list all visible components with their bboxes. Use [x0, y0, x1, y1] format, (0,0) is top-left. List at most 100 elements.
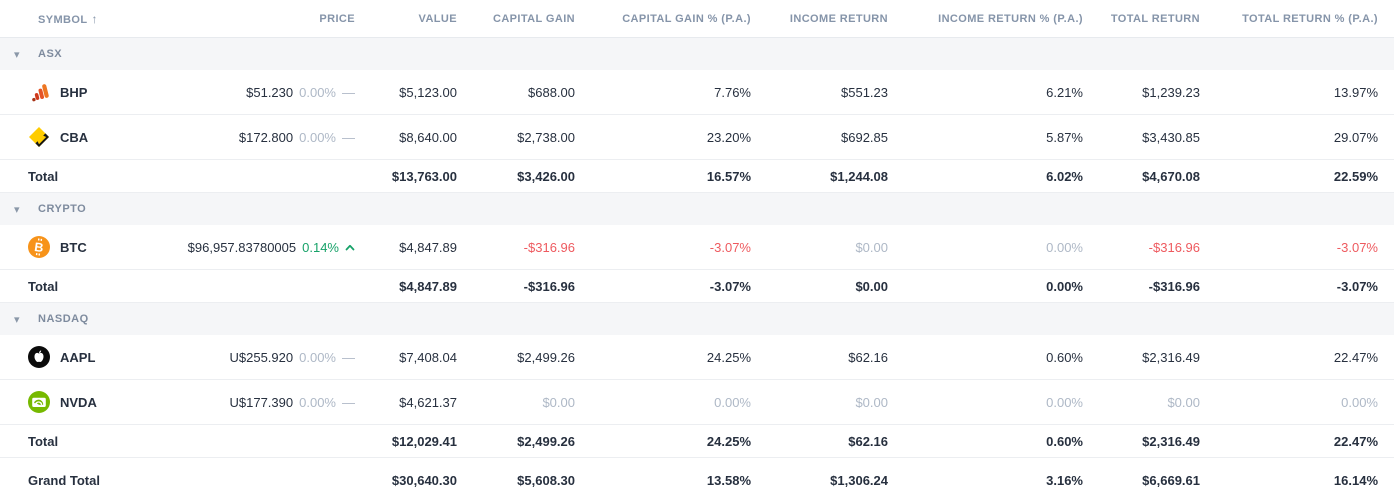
symbol-cell: B BTC — [0, 236, 150, 258]
holding-row-bhp[interactable]: BHP $51.230 0.00% — $5,123.00 $688.00 7.76% $55… — [0, 70, 1394, 115]
value-cell: $551.23 — [841, 84, 888, 100]
value-cell: 0.60% — [1046, 349, 1083, 365]
column-header-label: VALUE — [418, 12, 457, 25]
value-cell: $5,608.30 — [517, 473, 575, 488]
collapse-chevron-icon[interactable]: ▾ — [14, 313, 20, 326]
value-cell: -$316.96 — [1148, 239, 1200, 255]
holding-row-aapl[interactable]: AAPL U$255.920 0.00% — $7,408.04 $2,499.26 24.… — [0, 335, 1394, 380]
value-cell: 22.47% — [1333, 349, 1378, 365]
section-header-nasdaq: ▾ NASDAQ — [0, 303, 1394, 335]
column-header-capital-gain[interactable]: CAPITAL GAIN — [457, 13, 575, 25]
value-cell: 16.14% — [1333, 473, 1378, 488]
section-name-label: ASX — [38, 48, 63, 60]
price-cell: U$255.920 0.00% — — [150, 349, 356, 365]
column-header-income-return[interactable]: INCOME RETURN — [751, 13, 888, 25]
price-cell: $51.230 0.00% — — [150, 85, 355, 100]
value-cell: $1,244.08 — [830, 168, 888, 184]
total-label: Total — [28, 278, 59, 294]
price-change: 0.00% — [299, 84, 336, 100]
value-cell: -3.07% — [709, 278, 751, 294]
value-cell: 29.07% — [1333, 129, 1378, 145]
value-cell: $1,239.23 — [1142, 84, 1200, 100]
collapse-chevron-icon[interactable]: ▾ — [14, 203, 20, 216]
ticker-label: BHP — [60, 84, 88, 100]
column-header-total-return-p-a[interactable]: TOTAL RETURN % (P.A.) — [1200, 13, 1378, 25]
price-value: $172.800 — [238, 129, 294, 145]
svg-text:B: B — [33, 240, 44, 255]
table-body: ▾ ASX BHP $51.230 0.00% — $5,123.00 $688.00 7.76… — [0, 38, 1394, 503]
value-cell: 22.47% — [1333, 433, 1378, 449]
column-header-label: PRICE — [319, 12, 355, 25]
column-header-label: CAPITAL GAIN — [492, 12, 575, 25]
value-cell: -3.07% — [1336, 239, 1378, 255]
value-cell: 0.00% — [714, 394, 751, 410]
column-header-label: SYMBOL — [38, 13, 88, 26]
column-header-price[interactable]: PRICE — [150, 13, 355, 25]
section-name-label: NASDAQ — [38, 313, 89, 325]
btc-logo-icon: B — [28, 236, 50, 258]
column-header-income-return-p-a[interactable]: INCOME RETURN % (P.A.) — [888, 13, 1083, 25]
trend-up-icon — [345, 238, 355, 256]
value-cell: $3,430.85 — [1142, 129, 1200, 145]
value-cell: 3.16% — [1046, 473, 1083, 488]
value-cell: -3.07% — [1336, 278, 1378, 294]
value-cell: $62.16 — [848, 349, 888, 365]
value-cell: 5.87% — [1046, 129, 1083, 145]
ticker-label: AAPL — [60, 349, 96, 365]
ticker-label: CBA — [60, 129, 89, 145]
total-label: Total — [28, 168, 59, 184]
value-cell: $3,426.00 — [517, 168, 575, 184]
value-cell: $692.85 — [841, 129, 888, 145]
value-cell: $13,763.00 — [391, 168, 457, 184]
column-header-label: INCOME RETURN % (P.A.) — [938, 12, 1083, 25]
group-total-row-crypto: Total $4,847.89 -$316.96 -3.07% $0.00 0.00% -$… — [0, 270, 1394, 303]
value-cell: -3.07% — [709, 239, 751, 255]
symbol-cell: NVDA — [0, 391, 150, 413]
aapl-logo-icon — [28, 346, 50, 368]
value-cell: $0.00 — [1167, 394, 1200, 410]
value-cell: 0.60% — [1046, 433, 1083, 449]
value-cell: $688.00 — [528, 84, 575, 100]
price-change: 0.14% — [302, 239, 339, 255]
column-header-symbol[interactable]: SYMBOL ↑ — [0, 12, 150, 26]
value-cell: 7.76% — [714, 84, 751, 100]
holding-row-btc[interactable]: B BTC $96,957.83780005 0.14% $4,847.89 -$316.… — [0, 225, 1394, 270]
table-header-row: SYMBOL ↑ PRICE VALUE CAPITAL GAIN CAPITAL GAI… — [0, 0, 1394, 38]
group-total-row-nasdaq: Total $12,029.41 $2,499.26 24.25% $62.16 0.60… — [0, 425, 1394, 458]
nvda-logo-icon — [28, 391, 50, 413]
value-cell: 13.58% — [706, 473, 751, 488]
holding-row-nvda[interactable]: NVDA U$177.390 0.00% — $4,621.37 $0.00 0.00% $0… — [0, 380, 1394, 425]
collapse-chevron-icon[interactable]: ▾ — [14, 48, 20, 61]
value-cell: $5,123.00 — [399, 84, 457, 100]
value-cell: $2,738.00 — [517, 129, 575, 145]
column-header-total-return[interactable]: TOTAL RETURN — [1083, 13, 1200, 25]
no-change-dash-icon: — — [342, 394, 355, 410]
ticker-label: NVDA — [60, 394, 97, 410]
value-cell: 16.57% — [706, 168, 751, 184]
holding-row-cba[interactable]: CBA $172.800 0.00% — $8,640.00 $2,738.00 23.20… — [0, 115, 1394, 160]
column-header-label: CAPITAL GAIN % (P.A.) — [622, 12, 751, 25]
section-name-label: CRYPTO — [38, 203, 87, 215]
value-cell: $7,408.04 — [399, 349, 457, 365]
value-cell: 13.97% — [1333, 84, 1378, 100]
value-cell: $1,306.24 — [830, 473, 888, 488]
column-header-label: INCOME RETURN — [789, 12, 888, 25]
value-cell: $4,670.08 — [1142, 168, 1200, 184]
price-value: U$255.920 — [229, 349, 294, 365]
value-cell: $12,029.41 — [391, 433, 457, 449]
value-cell: 6.02% — [1046, 168, 1083, 184]
value-cell: $4,621.37 — [399, 394, 457, 410]
total-label: Total — [28, 433, 59, 449]
value-cell: $62.16 — [848, 433, 888, 449]
bhp-logo-icon — [28, 81, 50, 103]
column-header-value[interactable]: VALUE — [355, 13, 457, 25]
cba-logo-icon — [28, 126, 50, 148]
column-header-capital-gain-p-a[interactable]: CAPITAL GAIN % (P.A.) — [575, 13, 751, 25]
value-cell: $0.00 — [855, 278, 888, 294]
value-cell: $4,847.89 — [399, 239, 457, 255]
value-cell: -$316.96 — [523, 278, 575, 294]
symbol-cell: CBA — [0, 126, 150, 148]
sort-ascending-icon: ↑ — [91, 11, 98, 26]
symbol-cell: AAPL — [0, 346, 150, 368]
value-cell: $2,499.26 — [517, 349, 575, 365]
